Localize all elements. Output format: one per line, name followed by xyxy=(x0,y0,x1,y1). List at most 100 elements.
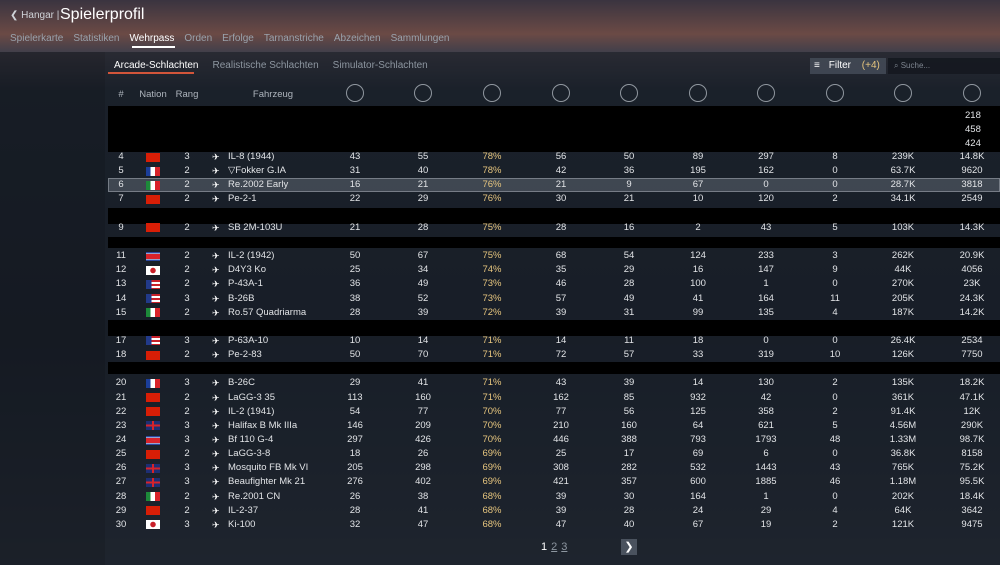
stat: 46 xyxy=(829,476,841,488)
back-button[interactable]: ❮ Hangar | xyxy=(10,10,60,21)
nation-flag xyxy=(146,449,160,459)
stat: 164 xyxy=(690,490,706,502)
rank: 2 xyxy=(184,504,190,516)
vehicle-icon: ✈ xyxy=(212,166,220,177)
stat: 5 xyxy=(832,419,838,431)
stat: 0 xyxy=(832,490,838,502)
rank: 2 xyxy=(184,306,190,318)
stat: 532 xyxy=(690,462,706,474)
stat: 29 xyxy=(760,504,772,516)
stat: 297 xyxy=(758,151,774,162)
stat: 75% xyxy=(482,250,502,262)
stat: 2 xyxy=(695,221,701,233)
tab[interactable]: Statistiken xyxy=(73,33,120,44)
stat: 71% xyxy=(482,349,502,361)
stat: 18 xyxy=(692,334,704,346)
stat: 7750 xyxy=(961,349,983,361)
subtab-bar: Arcade-Schlachten Realistische Schlachten… xyxy=(114,60,428,71)
tab[interactable]: Tarnanstriche xyxy=(263,33,324,44)
tab[interactable]: Spielerkarte xyxy=(10,33,64,44)
stat: 57 xyxy=(623,349,635,361)
subtab[interactable]: Simulator-Schlachten xyxy=(332,60,428,71)
stat: 21 xyxy=(555,179,567,191)
stat: 202K xyxy=(891,490,915,502)
stat: 298 xyxy=(415,462,431,474)
stat: 99 xyxy=(692,306,704,318)
stat: 8158 xyxy=(961,448,983,460)
stat: 48 xyxy=(829,434,841,445)
vehicle-name: Ro.57 Quadriarma xyxy=(228,306,307,318)
stat: 239K xyxy=(891,151,915,162)
stat: 113 xyxy=(347,391,363,403)
subtab[interactable]: Realistische Schlachten xyxy=(212,60,319,71)
stat: 3 xyxy=(832,250,838,262)
stat: 357 xyxy=(621,476,637,488)
nation-flag xyxy=(146,336,160,346)
stat: 21 xyxy=(349,221,361,233)
vehicle-icon: ✈ xyxy=(212,463,220,474)
stat: 71% xyxy=(482,377,502,389)
stat: 69% xyxy=(482,462,502,474)
vehicle-name: LaGG-3-8 xyxy=(228,448,271,460)
tab[interactable]: Wehrpass xyxy=(129,33,175,44)
vehicle-icon: ✈ xyxy=(212,222,220,233)
stat: 24.3K xyxy=(959,292,985,304)
vehicle-icon: ✈ xyxy=(212,293,220,304)
stat: 0 xyxy=(832,448,838,460)
page-number[interactable]: 2 xyxy=(551,541,558,553)
stat: 262K xyxy=(891,250,915,262)
vehicle-icon: ✈ xyxy=(212,180,220,191)
row-number: 9 xyxy=(118,221,124,233)
nation-flag xyxy=(146,279,160,289)
vehicle-name: ▽Fokker G.IA xyxy=(228,165,286,177)
rank: 3 xyxy=(184,334,190,346)
nation-flag xyxy=(146,294,160,303)
stat: 9620 xyxy=(961,165,983,177)
search-box[interactable]: ⌕ Suche... xyxy=(888,58,1000,74)
filter-label: Filter xyxy=(828,60,852,71)
stat: 1 xyxy=(763,490,769,502)
tab[interactable]: Sammlungen xyxy=(390,33,450,44)
vehicle-name: Halifax B Mk IIIa xyxy=(228,419,298,431)
nation-flag xyxy=(146,350,160,360)
stat: 78% xyxy=(482,151,502,162)
stat: 77 xyxy=(555,405,567,417)
next-page[interactable]: ❯ xyxy=(621,539,637,555)
stat: 36 xyxy=(623,165,635,177)
tab[interactable]: Abzeichen xyxy=(333,33,381,44)
vehicle-name: Mosquito FB Mk VI xyxy=(228,462,309,474)
stat: 76% xyxy=(482,193,502,205)
subtab[interactable]: Arcade-Schlachten xyxy=(114,60,199,71)
row-number: 6 xyxy=(118,179,124,191)
row-number: 12 xyxy=(115,264,127,276)
vehicle-icon: ✈ xyxy=(212,265,220,276)
search-placeholder: Suche... xyxy=(900,61,931,70)
stat: 41 xyxy=(692,292,704,304)
stat: 71% xyxy=(482,391,502,403)
redacted xyxy=(108,208,1000,224)
nation-flag xyxy=(146,435,160,445)
column-icon xyxy=(620,84,638,102)
subtab-underline xyxy=(108,72,194,74)
stat: 1443 xyxy=(755,462,777,474)
stat: 120 xyxy=(758,193,774,205)
page-number[interactable]: 1 xyxy=(541,541,548,553)
column-header: Fahrzeug xyxy=(252,89,294,100)
rank: 3 xyxy=(184,151,190,162)
stat: 56 xyxy=(623,405,635,417)
stat: 10 xyxy=(692,193,704,205)
stat: 35 xyxy=(555,264,567,276)
vehicle-icon: ✈ xyxy=(212,491,220,502)
stat: 4.56M xyxy=(889,419,917,431)
vehicle-icon: ✈ xyxy=(212,435,220,445)
rank: 2 xyxy=(184,405,190,417)
stat: 28 xyxy=(349,306,361,318)
tab[interactable]: Orden xyxy=(184,33,213,44)
page-number[interactable]: 3 xyxy=(561,541,568,553)
tab[interactable]: Erfolge xyxy=(222,33,254,44)
vehicle-icon: ✈ xyxy=(212,152,220,162)
filter-button[interactable]: ≡ Filter (+4) xyxy=(810,58,886,74)
rank: 3 xyxy=(184,518,190,530)
stat: 67 xyxy=(692,518,704,530)
stat: 47 xyxy=(555,518,567,530)
